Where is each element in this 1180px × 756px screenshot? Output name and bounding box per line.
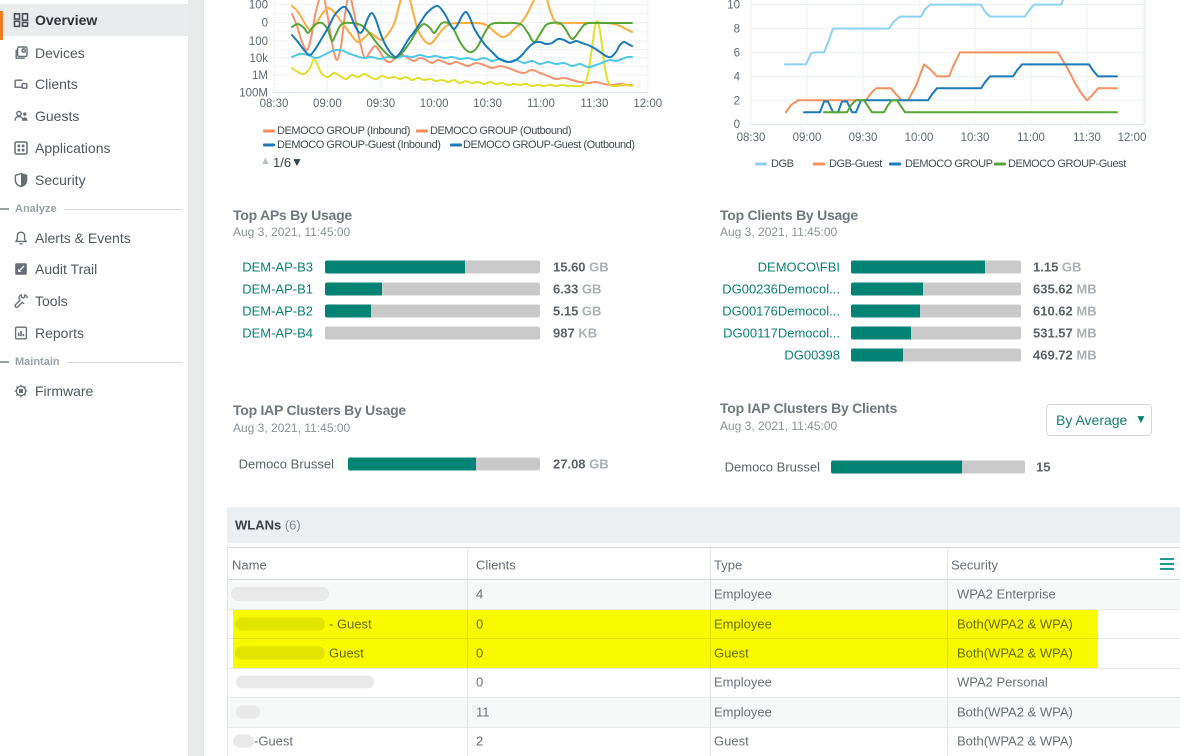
svg-text:4: 4 bbox=[734, 71, 741, 83]
svg-text:10:30: 10:30 bbox=[473, 98, 502, 110]
svg-text:10k: 10k bbox=[249, 53, 268, 65]
svg-text:10:00: 10:00 bbox=[905, 132, 934, 144]
svg-text:11:00: 11:00 bbox=[1017, 132, 1045, 144]
svg-text:09:00: 09:00 bbox=[793, 132, 822, 144]
svg-text:10: 10 bbox=[727, 0, 740, 12]
svg-text:09:00: 09:00 bbox=[313, 98, 342, 110]
svg-text:1M: 1M bbox=[252, 70, 268, 82]
svg-text:0: 0 bbox=[262, 18, 268, 30]
svg-text:11:30: 11:30 bbox=[1073, 132, 1101, 144]
svg-text:09:30: 09:30 bbox=[849, 132, 878, 144]
svg-text:2: 2 bbox=[734, 95, 740, 107]
svg-text:10:00: 10:00 bbox=[420, 98, 449, 110]
svg-text:11:00: 11:00 bbox=[527, 98, 555, 110]
svg-text:09:30: 09:30 bbox=[366, 98, 395, 110]
svg-text:100: 100 bbox=[249, 0, 268, 12]
svg-text:08:30: 08:30 bbox=[737, 132, 766, 144]
svg-text:12:00: 12:00 bbox=[1118, 132, 1147, 144]
svg-text:08:30: 08:30 bbox=[260, 98, 289, 110]
svg-text:12:00: 12:00 bbox=[633, 98, 662, 110]
svg-text:11:30: 11:30 bbox=[580, 98, 608, 110]
svg-text:0: 0 bbox=[734, 119, 740, 131]
svg-text:8: 8 bbox=[734, 24, 740, 36]
svg-text:100M: 100M bbox=[239, 88, 268, 100]
svg-text:10:30: 10:30 bbox=[961, 132, 990, 144]
svg-text:6: 6 bbox=[734, 47, 740, 59]
svg-text:100: 100 bbox=[249, 36, 268, 48]
